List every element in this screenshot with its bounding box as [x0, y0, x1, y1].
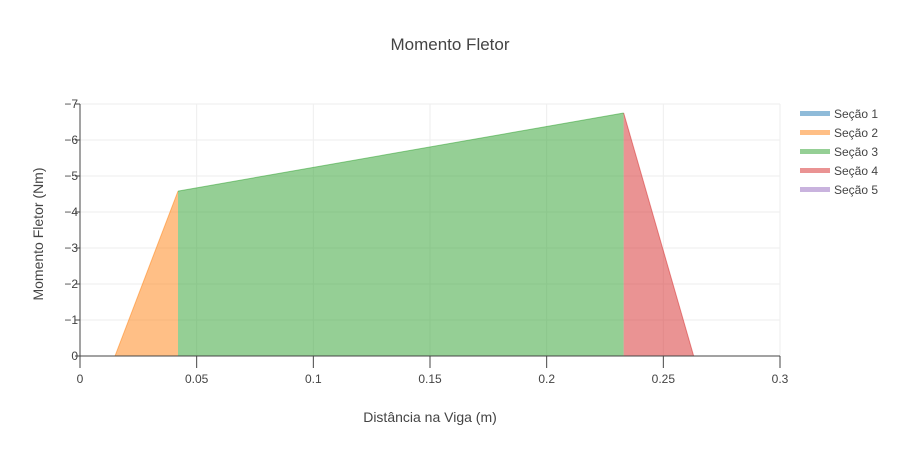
- legend-label: Seção 2: [834, 126, 878, 140]
- x-tick-label: 0.25: [652, 372, 676, 386]
- x-tick-label: 0.1: [305, 372, 322, 386]
- y-tick-label: 0: [71, 349, 78, 363]
- legend-swatch: [800, 168, 830, 173]
- legend-label: Seção 5: [834, 183, 878, 197]
- legend-label: Seção 1: [834, 107, 878, 121]
- legend-swatch: [800, 130, 830, 135]
- legend-label: Seção 3: [834, 145, 878, 159]
- legend-label: Seção 4: [834, 164, 878, 178]
- x-tick-label: 0.3: [772, 372, 789, 386]
- y-tick-label: −1: [64, 313, 78, 327]
- axes: 0 0.05 0.1 0.15 0.2 0.25 0.3 0 −1 −2 −3 −4 −5 −6 −7: [64, 97, 788, 386]
- x-tick-label: 0.2: [538, 372, 555, 386]
- y-tick-label: −3: [64, 241, 78, 255]
- y-tick-label: −7: [64, 97, 78, 111]
- x-axis-title: Distância na Viga (m): [363, 409, 497, 425]
- y-axis-title: Momento Fletor (Nm): [30, 167, 46, 300]
- x-tick-label: 0: [77, 372, 84, 386]
- legend: Seção 1 Seção 2 Seção 3 Seção 4 Seção 5: [800, 107, 878, 197]
- y-tick-label: −5: [64, 169, 78, 183]
- area-3: [178, 113, 624, 356]
- area-line-2: [114, 190, 179, 357]
- legend-swatch: [800, 149, 830, 154]
- legend-swatch: [800, 187, 830, 192]
- y-tick-label: −6: [64, 133, 78, 147]
- plot-areas: [80, 112, 780, 357]
- x-tick-label: 0.05: [185, 372, 209, 386]
- y-tick-label: −2: [64, 277, 78, 291]
- area-line-4: [623, 112, 695, 357]
- x-tick-label: 0.15: [418, 372, 442, 386]
- chart-title: Momento Fletor: [390, 35, 509, 54]
- legend-swatch: [800, 111, 830, 116]
- area-line-3: [177, 112, 624, 192]
- y-tick-label: −4: [64, 205, 78, 219]
